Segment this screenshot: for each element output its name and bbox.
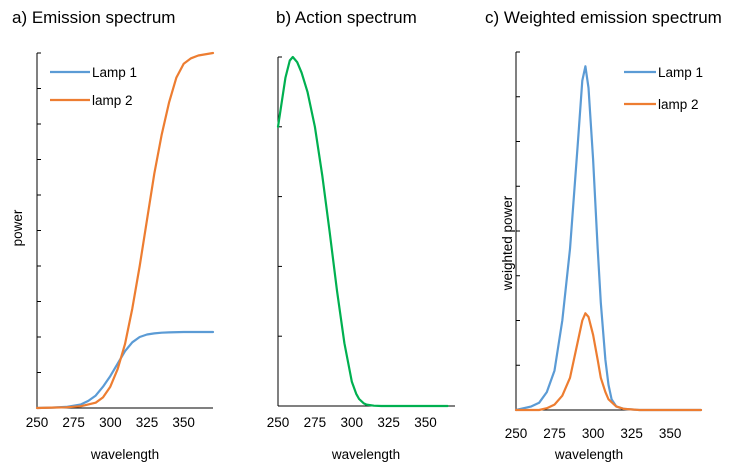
panel-weighted-emission-spectrum: c) Weighted emission spectrum wavelength…: [485, 8, 722, 462]
panel-b-x-axis-label: wavelength: [331, 447, 400, 462]
panel-a-title: a) Emission spectrum: [12, 8, 175, 27]
legend-label: Lamp 1: [92, 65, 137, 80]
panel-c-title: c) Weighted emission spectrum: [485, 8, 722, 27]
series-line: [276, 55, 449, 408]
series-line-lamp-2: [514, 312, 703, 412]
panel-action-spectrum: b) Action spectrum wavelength 250 275 300 3…: [267, 8, 455, 462]
x-tick-label: 325: [377, 415, 400, 430]
series-line-lamp-1: [35, 330, 215, 410]
x-tick-label: 350: [659, 426, 682, 441]
panel-a-y-axis-label: power: [10, 209, 25, 246]
panel-a-x-axis-label: wavelength: [90, 447, 159, 462]
x-tick-label: 300: [582, 426, 605, 441]
x-tick-label: 250: [26, 415, 49, 430]
x-tick-label: 275: [304, 415, 327, 430]
x-tick-label: 275: [543, 426, 566, 441]
x-tick-label: 325: [136, 415, 159, 430]
series-line-lamp-1: [514, 65, 703, 412]
x-tick-label: 275: [62, 415, 85, 430]
panel-emission-spectrum: a) Emission spectrum wavelength power 25…: [10, 8, 215, 462]
panel-c-y-axis-label: weighted power: [500, 195, 515, 291]
x-tick-label: 350: [172, 415, 195, 430]
x-tick-label: 325: [620, 426, 643, 441]
legend-label: lamp 2: [658, 97, 699, 112]
legend-label: lamp 2: [92, 93, 133, 108]
legend-label: Lamp 1: [658, 65, 703, 80]
x-tick-label: 350: [414, 415, 437, 430]
panel-c-x-axis-label: wavelength: [554, 447, 623, 462]
x-tick-label: 250: [267, 415, 290, 430]
x-tick-label: 300: [99, 415, 122, 430]
x-tick-label: 250: [505, 426, 528, 441]
series-line-lamp-2: [35, 51, 215, 410]
panel-b-title: b) Action spectrum: [276, 8, 417, 27]
x-tick-label: 300: [340, 415, 363, 430]
